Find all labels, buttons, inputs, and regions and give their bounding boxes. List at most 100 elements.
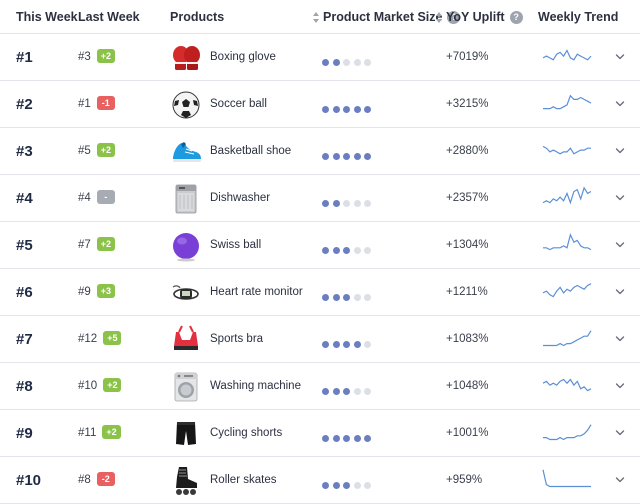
last-week-rank: #3 (78, 51, 91, 63)
column-products[interactable]: Products (170, 10, 225, 24)
column-yoy-uplift[interactable]: YoY Uplift? (436, 0, 523, 34)
rank-change-badge: +3 (96, 283, 116, 298)
sort-icon[interactable] (436, 12, 442, 24)
chevron-down-icon[interactable] (614, 51, 626, 63)
weekly-trend-sparkline (542, 469, 591, 488)
product-name[interactable]: Boxing glove (210, 51, 276, 63)
column-market-size[interactable]: Product Market Size? (313, 0, 461, 34)
table-row[interactable]: #8 #10 +2 Washing machine +1048% (0, 363, 640, 410)
sparkline-path (542, 469, 591, 488)
last-week-cell: #8 -2 (78, 457, 115, 504)
yoy-uplift-value: +3215% (446, 98, 489, 110)
last-week-rank: #9 (78, 286, 91, 298)
market-size-dot (364, 435, 371, 442)
chevron-down-icon[interactable] (614, 145, 626, 157)
last-week-cell: #7 +2 (78, 222, 116, 269)
dishwasher-icon (175, 184, 197, 214)
weekly-trend-sparkline (543, 330, 592, 347)
last-week-cell: #3 +2 (78, 34, 116, 81)
product-name[interactable]: Swiss ball (210, 239, 262, 251)
last-week-rank: #10 (78, 380, 98, 392)
washing-machine-icon (174, 372, 198, 402)
this-week-rank: #2 (16, 96, 33, 113)
column-market-size-label: Product Market Size (323, 10, 443, 24)
market-size-dot (343, 435, 350, 442)
column-this-week[interactable]: This Week (16, 10, 78, 24)
table-row[interactable]: #6 #9 +3 Heart rate monitor +1211% (0, 269, 640, 316)
rank-change-badge: - (96, 189, 115, 204)
basketball-shoe-icon (173, 142, 201, 162)
chevron-down-icon[interactable] (614, 380, 626, 392)
product-name[interactable]: Sports bra (210, 333, 264, 345)
sparkline-path (542, 145, 591, 155)
market-size-dot (353, 435, 361, 442)
table-row[interactable]: #3 #5 +2 Basketball shoe +2880% (0, 128, 640, 175)
market-size-rating (322, 382, 375, 395)
product-name[interactable]: Roller skates (210, 474, 277, 486)
last-week-rank: #11 (78, 427, 97, 439)
table-row[interactable]: #1 #3 +2 Boxing glove +7019% (0, 34, 640, 81)
yoy-uplift-value: +2357% (446, 192, 489, 204)
table-row[interactable]: #10 #8 -2 Roller skates +959% (0, 457, 640, 504)
heart-rate-monitor-icon (172, 285, 199, 300)
table-row[interactable]: #2 #1 -1 Soccer ball +3215% (0, 81, 640, 128)
product-name[interactable]: Soccer ball (210, 98, 267, 110)
last-week-cell: #10 +2 (78, 363, 122, 410)
chevron-down-icon[interactable] (614, 427, 626, 439)
product-name[interactable]: Cycling shorts (210, 427, 283, 439)
rank-change-badge: +5 (103, 330, 122, 345)
sparkline-path (542, 378, 592, 392)
rank-change-badge: -2 (96, 471, 115, 486)
rank-change-badge: -1 (96, 95, 115, 110)
market-size-dot (343, 200, 350, 207)
market-size-dot (322, 200, 329, 207)
weekly-trend-sparkline (543, 94, 592, 110)
product-name[interactable]: Heart rate monitor (210, 286, 303, 298)
chevron-down-icon[interactable] (614, 192, 626, 204)
market-size-dot (322, 153, 329, 160)
chevron-down-icon[interactable] (614, 333, 626, 345)
product-name[interactable]: Dishwasher (210, 192, 271, 204)
this-week-rank: #7 (16, 331, 33, 348)
chevron-down-icon[interactable] (614, 239, 626, 251)
market-size-dot (332, 106, 340, 113)
table-row[interactable]: #5 #7 +2 Swiss ball +1304% (0, 222, 640, 269)
sparkline-path (542, 186, 592, 205)
market-size-dot (322, 482, 329, 489)
market-size-rating (322, 429, 375, 442)
this-week-rank: #8 (16, 378, 33, 395)
chevron-down-icon[interactable] (614, 474, 626, 486)
table-row[interactable]: #7 #12 +5 Sports bra +1083% (0, 316, 640, 363)
yoy-uplift-value: +1083% (446, 333, 489, 345)
last-week-cell: #11 +2 (78, 410, 121, 457)
help-icon[interactable]: ? (509, 11, 523, 25)
weekly-trend-sparkline (542, 378, 592, 392)
market-size-rating (322, 100, 375, 113)
boxing-glove-icon (173, 46, 200, 70)
market-size-rating (322, 147, 375, 160)
market-size-dot (322, 247, 329, 254)
column-last-week[interactable]: Last Week (78, 10, 140, 24)
yoy-uplift-value: +1304% (446, 239, 489, 251)
product-name[interactable]: Washing machine (210, 380, 301, 392)
last-week-cell: #1 -1 (78, 81, 115, 128)
table-row[interactable]: #9 #11 +2 Cycling shorts +1001% (0, 410, 640, 457)
last-week-cell: #4- (78, 175, 115, 222)
chevron-down-icon[interactable] (614, 98, 626, 110)
cycling-shorts-icon (176, 422, 196, 445)
chevron-down-icon[interactable] (614, 286, 626, 298)
market-size-dot (364, 341, 371, 348)
market-size-rating (322, 335, 375, 348)
market-size-rating (322, 288, 375, 301)
table-header: This Week Last Week Products Product Mar… (0, 0, 640, 34)
market-size-dot (332, 200, 340, 207)
sort-icon[interactable] (313, 12, 319, 24)
market-size-dot (364, 153, 371, 160)
column-yoy-uplift-label: YoY Uplift (446, 10, 505, 24)
product-name[interactable]: Basketball shoe (210, 145, 292, 157)
weekly-trend-sparkline (542, 283, 592, 298)
last-week-rank: #8 (78, 474, 91, 486)
table-row[interactable]: #4 #4- Dishwasher +2357% (0, 175, 640, 222)
sparkline-path (543, 94, 592, 110)
help-icon[interactable]: ? (447, 11, 461, 25)
